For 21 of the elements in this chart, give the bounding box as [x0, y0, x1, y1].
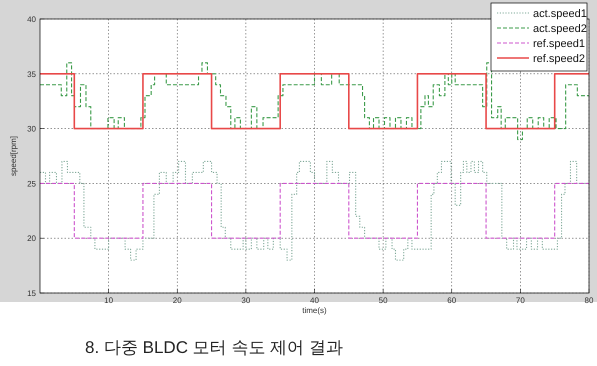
- x-tick-label: 40: [310, 296, 320, 305]
- x-tick-label: 80: [584, 296, 594, 305]
- y-tick-label: 25: [27, 179, 37, 188]
- x-tick-label: 20: [172, 296, 182, 305]
- x-tick-label: 50: [378, 296, 388, 305]
- legend-label: ref.speed1: [533, 38, 585, 50]
- y-tick-label: 35: [27, 70, 37, 79]
- y-tick-label: 30: [27, 124, 37, 134]
- legend-label: ref.speed2: [533, 53, 585, 65]
- y-tick-label: 40: [27, 15, 37, 24]
- y-tick-label: 20: [27, 234, 37, 244]
- x-tick-label: 30: [241, 296, 251, 305]
- y-tick-label: 15: [27, 289, 37, 298]
- x-axis-title: time(s): [302, 306, 328, 315]
- y-axis-title: speed[rpm]: [9, 136, 18, 176]
- x-tick-label: 10: [104, 296, 114, 305]
- x-tick-label: 60: [447, 296, 457, 305]
- text: 8. 다중 BLDC 모터 속도 제어 결과: [85, 338, 343, 357]
- legend-label: act.speed2: [533, 23, 587, 35]
- x-tick-label: 70: [516, 296, 526, 305]
- legend-label: act.speed1: [533, 8, 587, 20]
